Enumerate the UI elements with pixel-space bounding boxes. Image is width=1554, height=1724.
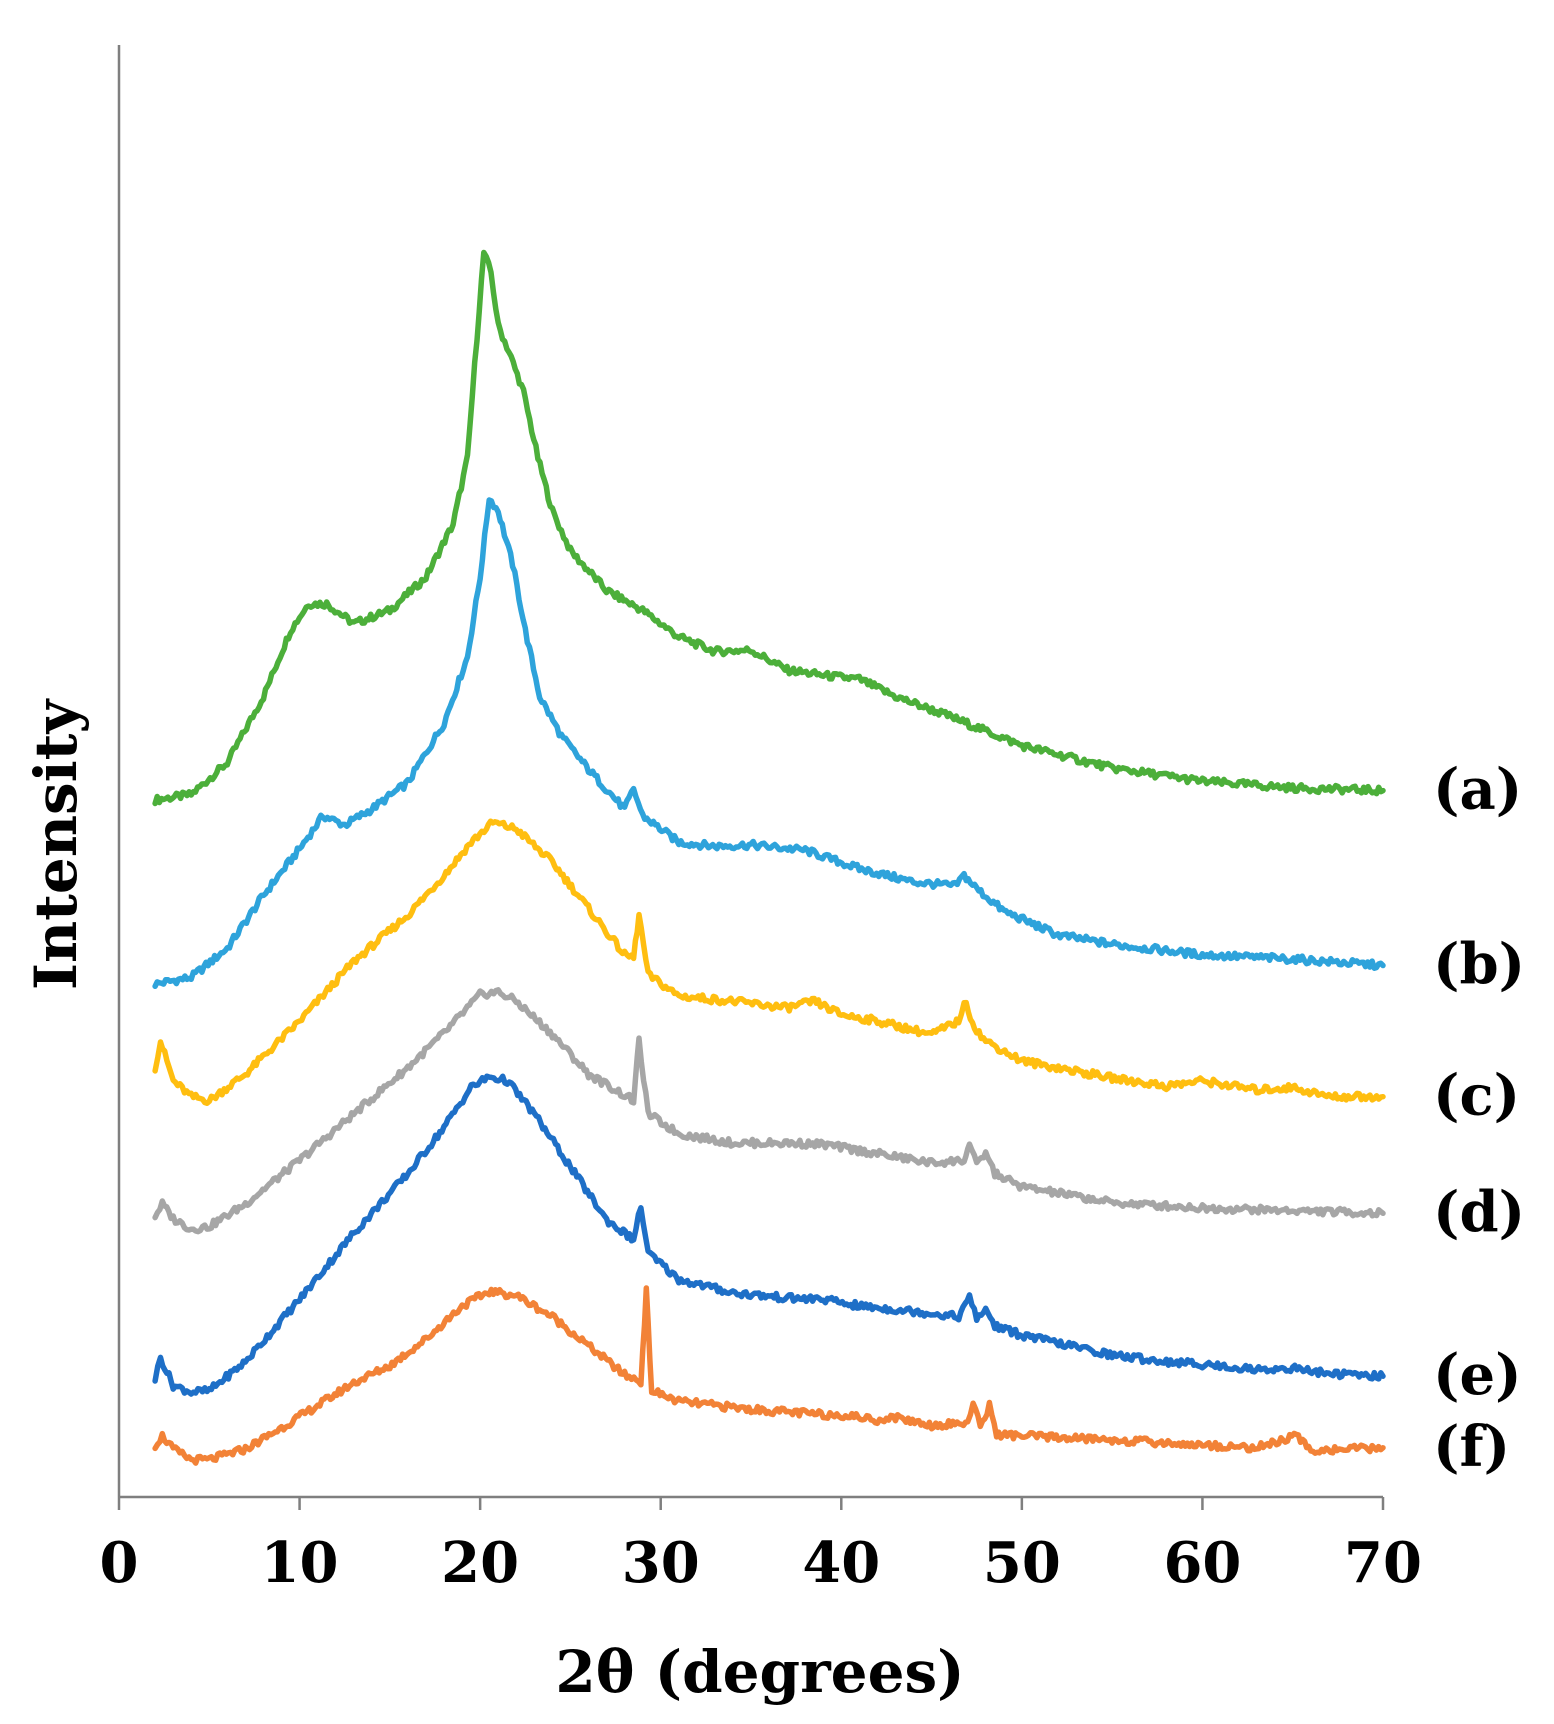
x-tick-label: 30: [622, 1530, 700, 1596]
x-tick-label: 50: [983, 1530, 1061, 1596]
x-tick-label: 10: [261, 1530, 339, 1596]
x-tick-label: 0: [100, 1530, 139, 1596]
series-traces: [152, 249, 1386, 1466]
x-tick-label: 40: [802, 1530, 880, 1596]
y-axis-title: Intensity: [22, 698, 90, 991]
x-axis-ticks: 0 10 20 30 40 50 60 70: [100, 1497, 1422, 1596]
x-tick-label: 60: [1163, 1530, 1241, 1596]
series-label-d: (d): [1433, 1179, 1525, 1245]
series-line-a: [152, 249, 1386, 807]
x-tick-label: 20: [441, 1530, 519, 1596]
series-line-d: [152, 987, 1386, 1235]
series-line-b: [152, 497, 1386, 990]
x-tick-label: 70: [1344, 1530, 1422, 1596]
x-axis-title: 2θ (degrees): [555, 1638, 964, 1706]
series-label-b: (b): [1433, 932, 1525, 998]
series-line-e: [152, 1073, 1386, 1397]
series-line-c: [152, 818, 1386, 1106]
series-line-f: [152, 1285, 1386, 1466]
series-label-e: (e): [1433, 1342, 1522, 1408]
series-label-f: (f): [1433, 1414, 1510, 1480]
series-labels: (a) (b) (c) (d) (e)(f): [1433, 757, 1525, 1480]
series-label-a: (a): [1433, 757, 1522, 823]
series-label-c: (c): [1433, 1063, 1520, 1129]
